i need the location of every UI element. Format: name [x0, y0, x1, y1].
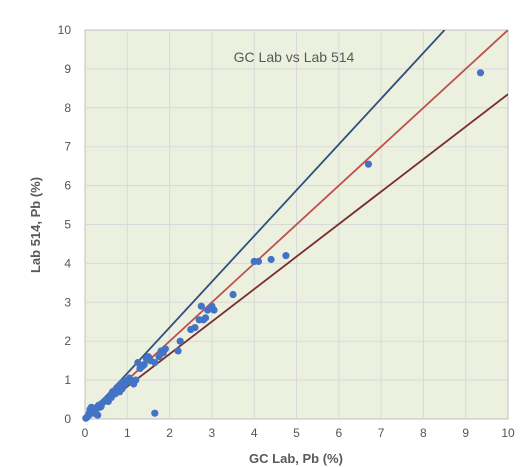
data-point: [132, 376, 140, 384]
y-tick-label: 4: [64, 256, 71, 270]
data-point: [161, 345, 169, 353]
data-point: [282, 252, 290, 260]
x-tick-label: 5: [293, 426, 300, 440]
y-tick-label: 2: [64, 334, 71, 348]
data-point: [210, 306, 218, 314]
x-tick-label: 7: [378, 426, 385, 440]
y-tick-label: 9: [64, 62, 71, 76]
data-point: [201, 314, 210, 322]
y-axis-ticks: 0 1 2 3 4 5 6 7 8 9 10: [58, 23, 72, 426]
y-tick-label: 6: [64, 179, 71, 193]
chart-title: GC Lab vs Lab 514: [234, 49, 355, 65]
data-point: [476, 69, 485, 77]
data-point: [151, 409, 159, 417]
data-point: [174, 347, 182, 355]
data-points: [82, 69, 485, 422]
y-tick-label: 0: [64, 412, 71, 426]
data-point: [191, 323, 199, 332]
x-tick-label: 1: [124, 426, 131, 440]
y-tick-label: 3: [64, 295, 71, 309]
x-tick-label: 10: [501, 426, 515, 440]
x-tick-label: 8: [420, 426, 427, 440]
x-tick-label: 2: [166, 426, 173, 440]
data-point: [364, 160, 373, 168]
y-tick-label: 1: [64, 373, 71, 387]
y-axis-title: Lab 514, Pb (%): [28, 177, 43, 273]
x-tick-label: 6: [335, 426, 342, 440]
data-point: [94, 411, 102, 419]
x-axis-title: GC Lab, Pb (%): [249, 451, 343, 466]
x-tick-label: 9: [462, 426, 469, 440]
y-tick-label: 7: [64, 140, 71, 154]
x-axis-ticks: 0 1 2 3 4 5 6 7 8 9 10: [82, 426, 515, 440]
data-point: [151, 358, 159, 367]
y-tick-label: 10: [58, 23, 72, 37]
data-point: [254, 257, 263, 266]
x-tick-label: 0: [82, 426, 89, 440]
reference-line-2: [85, 30, 508, 419]
data-point: [229, 290, 237, 299]
x-tick-label: 4: [251, 426, 258, 440]
data-point: [267, 255, 275, 264]
data-point: [140, 360, 148, 369]
y-tick-label: 5: [64, 218, 71, 232]
x-tick-label: 3: [209, 426, 216, 440]
y-tick-label: 8: [64, 101, 71, 115]
reference-line-1: [85, 30, 446, 419]
gridlines: [85, 30, 508, 419]
data-point: [176, 337, 184, 345]
data-point: [197, 302, 205, 310]
